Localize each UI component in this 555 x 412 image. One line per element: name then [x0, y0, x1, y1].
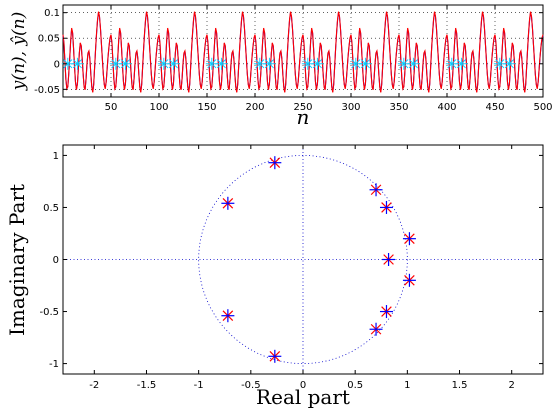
- marker-asterisk: [71, 57, 84, 70]
- marker-stroke: [456, 59, 466, 69]
- y-tick-label: 0: [53, 255, 59, 266]
- marker-asterisk: [157, 57, 170, 70]
- x-tick-label: 0: [300, 380, 306, 391]
- x-tick-label: 250: [293, 102, 312, 113]
- marker-stroke: [207, 59, 217, 69]
- x-tick-label: 1: [404, 380, 410, 391]
- marker-stroke: [168, 59, 178, 69]
- x-tick-label: -1.5: [137, 380, 157, 391]
- x-tick-label: 0.5: [347, 380, 363, 391]
- x-tick-label: 300: [341, 102, 360, 113]
- pole-zero-plot-y-label: Imaginary Part: [5, 184, 29, 336]
- pole-zero-plot-y-ticks: -1 -0.5 0 0.5 1: [39, 151, 543, 370]
- x-tick-label: 500: [533, 102, 552, 113]
- pole-zero-plot-x-label: Real part: [256, 385, 350, 409]
- marker-asterisk: [407, 57, 420, 70]
- marker-stroke: [360, 59, 370, 69]
- marker-asterisk: [311, 57, 324, 70]
- marker-stroke: [399, 59, 409, 69]
- signal-plot-y-ticks: -0.05 0 0.05 0.1: [34, 8, 543, 96]
- marker-asterisk: [359, 57, 372, 70]
- estimate-marker-plus: [268, 156, 282, 170]
- marker-asterisk: [349, 57, 362, 70]
- pole-zero-plot-x-ticks: -2 -1.5 -1 -0.5 0 0.5 1 1.5 2: [89, 145, 515, 391]
- marker-stroke: [63, 59, 73, 69]
- x-tick-label: -2: [89, 380, 99, 391]
- y-tick-label: 0.5: [43, 203, 59, 214]
- series-line-1: [62, 12, 544, 92]
- x-tick-label: 200: [245, 102, 264, 113]
- marker-stroke: [72, 59, 82, 69]
- pole-zero-plot-frame: [62, 144, 544, 375]
- signal-plot-y-label: y(n), ŷ(n): [9, 12, 29, 91]
- pole-zero-plot-reference: [63, 145, 543, 374]
- marker-asterisk: [167, 57, 180, 70]
- marker-stroke: [159, 59, 169, 69]
- y-tick-label: -0.5: [39, 307, 59, 318]
- marker-stroke: [303, 59, 313, 69]
- marker-stroke: [495, 59, 505, 69]
- marker-stroke: [351, 59, 361, 69]
- x-tick-label: -0.5: [241, 380, 261, 391]
- marker-stroke: [447, 59, 457, 69]
- x-tick-label: 400: [437, 102, 456, 113]
- marker-asterisk: [263, 57, 276, 70]
- marker-stroke: [255, 59, 265, 69]
- marker-stroke: [504, 59, 514, 69]
- signal-plot-x-ticks: 50 100 150 200 250 300 350 400 450 500: [105, 5, 553, 113]
- estimate-marker-plus: [379, 200, 393, 214]
- estimate-marker-plus: [268, 349, 282, 363]
- estimate-marker-plus: [221, 196, 235, 210]
- signal-plot-grid: [63, 5, 543, 97]
- x-tick-label: 50: [105, 102, 118, 113]
- y-tick-label: 0.1: [44, 8, 60, 19]
- marker-asterisk: [455, 57, 468, 70]
- unit-circle: [198, 155, 408, 364]
- signal-plot-frame: [62, 4, 544, 98]
- marker-stroke: [264, 59, 274, 69]
- marker-asterisk: [215, 57, 228, 70]
- x-tick-label: 2: [509, 380, 515, 391]
- estimate-marker-plus: [369, 183, 383, 197]
- pole-zero-plot-marks: [221, 156, 416, 363]
- x-tick-label: 450: [485, 102, 504, 113]
- y-tick-label: -0.05: [34, 85, 60, 96]
- marker-stroke: [312, 59, 322, 69]
- marker-asterisk: [205, 57, 218, 70]
- estimate-marker-plus: [379, 305, 393, 319]
- marker-stroke: [111, 59, 121, 69]
- pole-zero-plot: -2 -1.5 -1 -0.5 0 0.5 1 1.5 2 -1 -0.5 0 0.5 1 Real p…: [5, 144, 544, 409]
- marker-asterisk: [503, 57, 516, 70]
- estimate-marker-plus: [382, 253, 396, 266]
- y-tick-label: 0.05: [38, 34, 60, 45]
- signal-plot-x-label: n: [297, 105, 310, 129]
- x-tick-label: 150: [197, 102, 216, 113]
- x-tick-label: 350: [389, 102, 408, 113]
- x-tick-label: 100: [149, 102, 168, 113]
- marker-stroke: [120, 59, 130, 69]
- marker-asterisk: [119, 57, 132, 70]
- y-tick-label: 1: [53, 151, 59, 162]
- y-tick-label: 0: [54, 59, 60, 70]
- estimate-marker-plus: [221, 309, 235, 323]
- y-tick-label: -1: [49, 359, 59, 370]
- marker-stroke: [216, 59, 226, 69]
- signal-plot: 50 100 150 200 250 300 350 400 450 500 -0.05 0 0.05…: [9, 4, 553, 129]
- estimate-marker-plus: [369, 322, 383, 336]
- marker-stroke: [408, 59, 418, 69]
- x-tick-label: 1.5: [452, 380, 468, 391]
- series-line-2: [62, 11, 544, 93]
- estimate-marker-plus: [402, 232, 416, 246]
- x-tick-label: -1: [194, 380, 204, 391]
- signal-plot-area: [61, 11, 544, 93]
- estimate-marker-plus: [402, 273, 416, 287]
